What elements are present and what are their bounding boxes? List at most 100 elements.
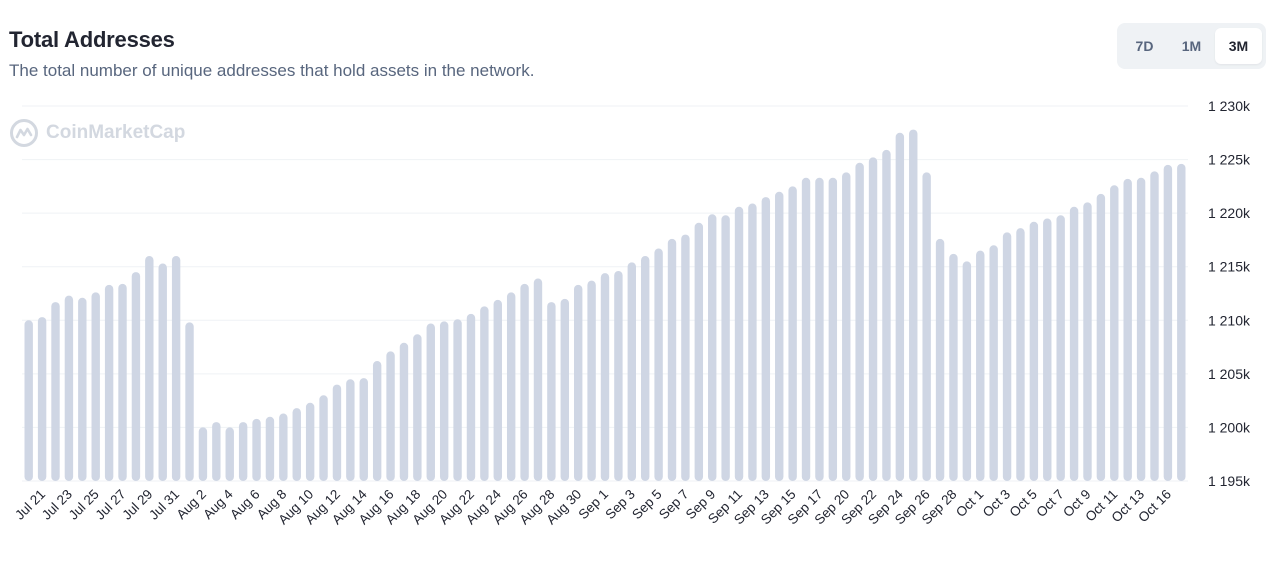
bar [520, 283, 529, 481]
bar [238, 422, 248, 481]
bar [976, 250, 985, 481]
bar [1043, 218, 1052, 481]
bar [842, 172, 851, 481]
bar [734, 206, 744, 481]
bar [962, 261, 972, 481]
bar [104, 284, 114, 481]
x-tick-label: Sep 5 [629, 487, 665, 523]
y-tick-label: 1 195k [1208, 473, 1251, 489]
bar [1029, 221, 1039, 481]
bar [681, 234, 690, 481]
bar [225, 427, 234, 481]
bar [694, 222, 704, 482]
bar [506, 292, 516, 481]
bar [882, 149, 891, 481]
bar [667, 238, 677, 481]
bar [145, 256, 154, 481]
range-button-3m[interactable]: 3M [1215, 28, 1262, 64]
bar [359, 378, 368, 481]
bar [265, 416, 275, 481]
bar [1069, 206, 1079, 481]
y-tick-label: 1 220k [1208, 205, 1251, 221]
bar [37, 317, 47, 481]
bar [828, 177, 838, 482]
bar [641, 256, 650, 481]
bar [1163, 164, 1173, 481]
bar [560, 298, 569, 481]
watermark-text: CoinMarketCap [46, 122, 186, 143]
bar [855, 162, 864, 482]
page-title: Total Addresses [9, 27, 175, 52]
bar [547, 302, 556, 481]
range-button-1m[interactable]: 1M [1181, 38, 1202, 54]
bar [788, 186, 797, 481]
x-tick-label: Sep 7 [656, 487, 692, 523]
bar [413, 334, 422, 481]
x-tick-label: Oct 1 [953, 487, 986, 520]
page-subtitle: The total number of unique addresses tha… [9, 61, 535, 80]
bar [801, 177, 811, 482]
bar [627, 262, 637, 481]
bar [24, 320, 33, 481]
bar [493, 299, 502, 481]
y-tick-label: 1 205k [1208, 366, 1251, 382]
bar [466, 313, 476, 481]
time-range-selector: 7D 1M 3M [1117, 23, 1266, 69]
x-tick-label: Oct 5 [1007, 487, 1040, 520]
bar [895, 132, 905, 482]
y-tick-label: 1 230k [1208, 98, 1251, 114]
bar [1136, 177, 1146, 482]
x-tick-label: Sep 3 [602, 487, 638, 523]
bar [131, 272, 141, 481]
bar [64, 295, 74, 481]
bar [185, 322, 194, 481]
bar [198, 427, 208, 481]
bar [989, 245, 998, 481]
bar [78, 297, 87, 481]
range-button-7d[interactable]: 7D [1135, 38, 1154, 54]
x-tick-label: Jul 31 [146, 487, 182, 523]
bar [1083, 202, 1092, 481]
bar [1177, 163, 1186, 481]
bar [158, 263, 167, 481]
coinmarketcap-watermark: CoinMarketCap [9, 118, 185, 148]
bar [51, 302, 60, 481]
bar [372, 361, 382, 481]
bar [1002, 232, 1012, 481]
bar [533, 278, 543, 481]
bar [721, 215, 730, 482]
bar [587, 280, 596, 481]
bar [922, 172, 931, 481]
x-tick-label: Aug 6 [227, 487, 263, 523]
bar [453, 319, 462, 481]
bar [319, 395, 328, 481]
bar [815, 177, 824, 482]
x-tick-label: Aug 4 [200, 486, 236, 522]
bar [1096, 193, 1106, 481]
bar [761, 197, 771, 482]
bar [1016, 228, 1025, 481]
bar [708, 214, 717, 481]
bar [252, 418, 261, 481]
y-tick-label: 1 210k [1208, 312, 1251, 328]
bar [171, 256, 181, 481]
bar [949, 253, 958, 481]
bar [480, 306, 489, 481]
bar [332, 384, 342, 481]
bar [775, 191, 784, 481]
bar [614, 271, 623, 481]
bar [439, 321, 449, 481]
bar [935, 238, 945, 481]
bar [654, 248, 663, 481]
bar [386, 351, 395, 481]
bar [292, 408, 301, 481]
x-tick-label: Aug 2 [173, 487, 209, 523]
bar [573, 284, 583, 481]
bar [346, 379, 355, 481]
x-tick-label: Oct 7 [1033, 487, 1066, 520]
bar [399, 342, 409, 481]
bar [868, 157, 878, 481]
coinmarketcap-logo-icon [10, 119, 38, 147]
